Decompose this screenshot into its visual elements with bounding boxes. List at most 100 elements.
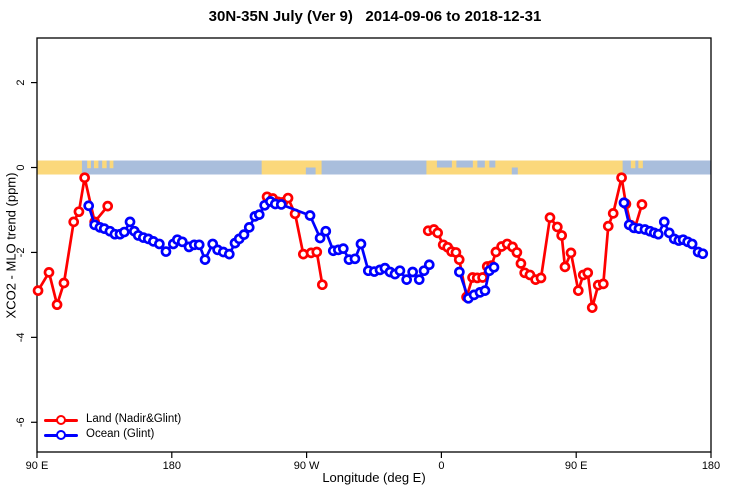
data-point-ocean [238,229,250,240]
y-tick-label: 0 [15,164,27,170]
data-point-land [582,267,594,279]
legend-line-marker-icon [44,429,78,441]
data-point-land [551,221,563,233]
legend-label: Land (Nadir&Glint) [86,413,182,425]
legend-label: Ocean (Glint) [86,428,155,440]
plot-frame [36,37,712,453]
legend-marker [56,414,66,425]
data-point-ocean [160,246,172,257]
legend: Land (Nadir&Glint) Ocean (Glint) [44,412,181,442]
chart-title: 30N-35N July (Ver 9) 2014-09-06 to 2018-… [208,8,542,25]
map-strip-land [426,160,623,175]
x-tick-label: 90 E [565,460,588,472]
data-point-ocean [243,222,255,233]
data-point-land [544,212,556,223]
data-point-ocean [479,285,491,296]
data-point-land [102,200,114,212]
data-point-ocean [320,225,332,237]
data-point-land [453,254,465,265]
data-point-ocean [652,228,664,240]
data-point-ocean [118,226,130,238]
map-strip-sea-inlet [511,167,518,175]
data-point-land [68,216,80,228]
legend-item-1: Ocean (Glint) [44,427,181,442]
map-strip-island [93,160,99,169]
map-strip-sea-inlet [489,160,496,168]
data-point-land [515,258,527,269]
data-point-land [535,272,547,284]
map-strip-sea-inlet [477,160,485,168]
y-axis-title: XCO2 - MLO trend (ppm) [3,172,19,319]
data-point-land [597,278,609,290]
legend-marker [56,429,66,440]
map-strip-island [87,160,91,169]
y-tick-label: -2 [15,248,27,258]
data-point-ocean [124,216,136,228]
x-tick-label: 180 [163,460,181,472]
data-point-ocean [314,232,326,244]
data-point-ocean [337,243,349,254]
data-point-ocean [275,199,287,210]
data-point-ocean [454,266,465,278]
data-point-ocean [697,248,709,260]
data-point-land [556,230,568,241]
data-point-ocean [423,259,435,271]
data-point-land [636,199,648,210]
data-point-land [51,299,63,311]
map-strip-sea-inlet [436,160,452,168]
map-strip-sea-inlet [456,160,473,168]
data-point-ocean [488,261,500,273]
data-point-ocean [686,238,698,250]
data-point-ocean [618,197,630,209]
data-point-land [282,192,294,204]
x-tick-label: 90 W [294,460,320,472]
y-tick-label: 2 [15,80,27,86]
data-point-land [616,172,627,184]
data-point-ocean [413,274,425,285]
x-tick-label: 180 [702,460,720,472]
map-strip-island [102,160,107,169]
data-point-land [79,172,90,184]
data-point-ocean [253,209,265,220]
data-point-ocean [349,253,361,265]
data-point-land [477,272,488,283]
data-point-land [43,267,55,278]
legend-item-0: Land (Nadir&Glint) [44,412,181,427]
data-point-land [559,261,571,273]
data-point-ocean [407,266,418,278]
y-tick-label: -6 [15,417,27,427]
map-strip-land [37,160,82,175]
data-point-land [607,208,619,219]
data-point-ocean [401,274,413,285]
series-line-land [427,176,644,309]
data-point-ocean [394,265,406,277]
map-strip-island [109,160,114,169]
data-point-ocean [176,236,188,248]
data-point-land [316,279,328,291]
data-point-land [602,220,614,232]
x-tick-label: 90 E [26,460,49,472]
y-tick-label: -4 [15,332,27,342]
data-point-ocean [193,239,205,251]
data-point-ocean [154,238,165,250]
data-point-ocean [304,210,316,221]
data-point-ocean [223,248,235,260]
map-strip-island [638,160,643,169]
data-point-land [511,247,523,258]
data-point-land [311,246,323,258]
series-line-land [36,176,109,307]
map-strip-sea-inlet [305,167,316,175]
data-point-land [572,285,584,296]
data-point-ocean [199,254,211,265]
legend-line-marker-icon [44,414,78,426]
x-tick-label: 0 [438,460,444,472]
x-axis-title: Longitude (deg E) [322,470,426,485]
data-point-land [32,285,44,296]
data-point-land [565,247,577,259]
data-point-land [58,277,70,289]
data-point-ocean [658,216,670,228]
data-point-land [586,302,598,313]
map-strip-island [630,160,636,169]
